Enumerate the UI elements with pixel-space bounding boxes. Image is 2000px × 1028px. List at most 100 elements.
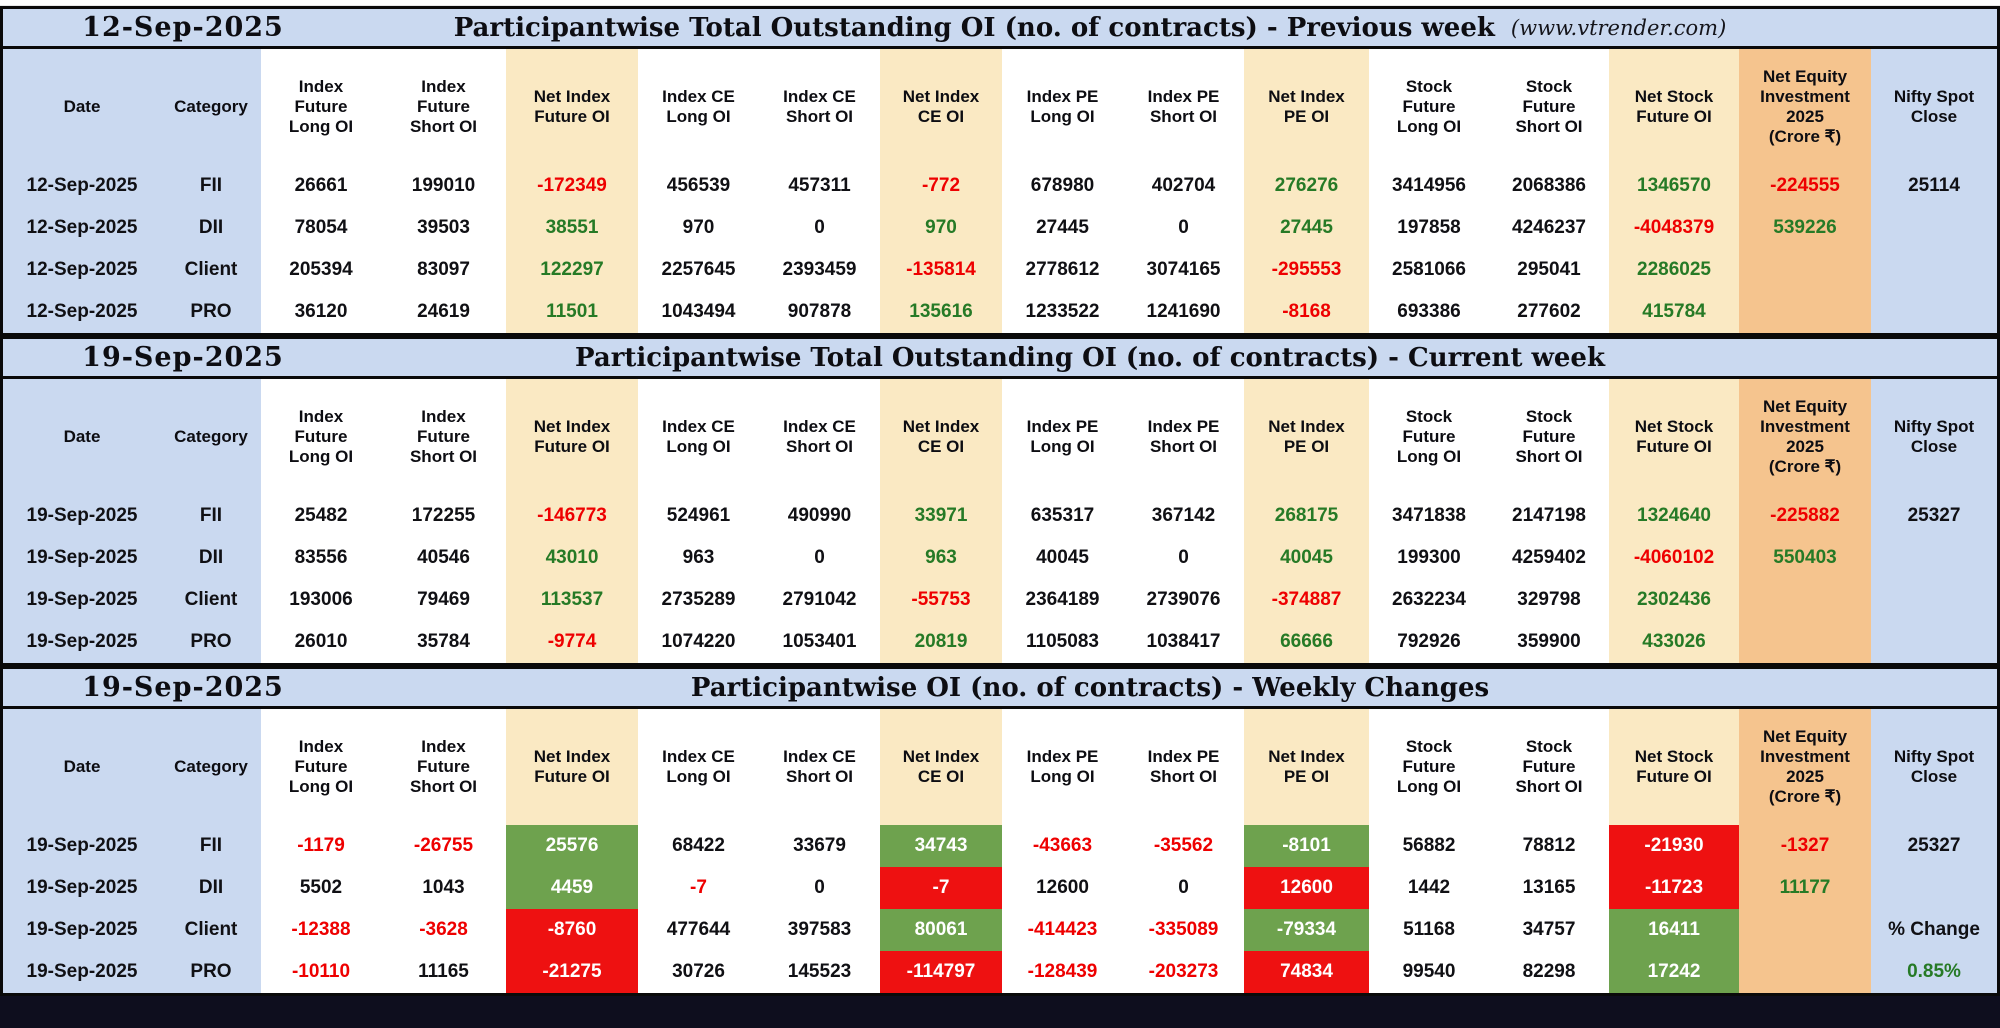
- data-cell: 35784: [381, 621, 506, 663]
- row-category-cell: PRO: [161, 291, 261, 333]
- data-cell: 2778612: [1002, 249, 1123, 291]
- data-cell: 402704: [1123, 165, 1244, 207]
- column-header: Stock Future Long OI: [1369, 709, 1489, 825]
- data-cell: 12600: [1244, 867, 1369, 909]
- data-cell: 12600: [1002, 867, 1123, 909]
- column-header: Index CE Long OI: [638, 49, 759, 165]
- data-cell: 359900: [1489, 621, 1609, 663]
- data-cell: [1739, 909, 1871, 951]
- data-cell: 78054: [261, 207, 381, 249]
- data-cell: 80061: [880, 909, 1002, 951]
- section-date: 19-Sep-2025: [82, 342, 284, 373]
- column-header: Net Index PE OI: [1244, 379, 1369, 495]
- data-cell: 199010: [381, 165, 506, 207]
- data-cell: 66666: [1244, 621, 1369, 663]
- data-cell: 277602: [1489, 291, 1609, 333]
- data-cell: -146773: [506, 495, 638, 537]
- oi-table-weekly-changes: Date Category Index Future Long OI Index Fu…: [3, 709, 1997, 993]
- data-cell: 1074220: [638, 621, 759, 663]
- data-cell: -1327: [1739, 825, 1871, 867]
- row-date-cell: 19-Sep-2025: [3, 867, 161, 909]
- column-header: Net Index PE OI: [1244, 709, 1369, 825]
- data-cell: 27445: [1002, 207, 1123, 249]
- data-cell: -35562: [1123, 825, 1244, 867]
- data-cell: 0: [759, 867, 880, 909]
- data-cell: 25482: [261, 495, 381, 537]
- row-category-cell: PRO: [161, 621, 261, 663]
- data-cell: 2147198: [1489, 495, 1609, 537]
- data-cell: 2791042: [759, 579, 880, 621]
- bottom-edge-bar: [0, 996, 2000, 1028]
- data-cell: -9774: [506, 621, 638, 663]
- data-cell: -12388: [261, 909, 381, 951]
- column-header: Net Index CE OI: [880, 379, 1002, 495]
- data-cell: 43010: [506, 537, 638, 579]
- column-header: Stock Future Short OI: [1489, 379, 1609, 495]
- column-header: Index CE Short OI: [759, 709, 880, 825]
- row-date-cell: 19-Sep-2025: [3, 951, 161, 993]
- data-cell: 36120: [261, 291, 381, 333]
- column-header: Net Stock Future OI: [1609, 379, 1739, 495]
- data-cell: 490990: [759, 495, 880, 537]
- data-cell: -55753: [880, 579, 1002, 621]
- data-cell: -135814: [880, 249, 1002, 291]
- data-cell: 135616: [880, 291, 1002, 333]
- column-header: Category: [161, 49, 261, 165]
- row-date-cell: 19-Sep-2025: [3, 621, 161, 663]
- data-cell: 11501: [506, 291, 638, 333]
- section-title-bar: 19-Sep-2025 Participantwise Total Outsta…: [3, 339, 1997, 379]
- data-cell: 2739076: [1123, 579, 1244, 621]
- data-cell: 678980: [1002, 165, 1123, 207]
- data-cell: 199300: [1369, 537, 1489, 579]
- column-header: Index PE Long OI: [1002, 709, 1123, 825]
- data-cell: -414423: [1002, 909, 1123, 951]
- row-date-cell: 12-Sep-2025: [3, 249, 161, 291]
- data-cell: -7: [880, 867, 1002, 909]
- column-header: Category: [161, 709, 261, 825]
- data-cell: [1871, 867, 1997, 909]
- data-cell: 4459: [506, 867, 638, 909]
- data-cell: 970: [638, 207, 759, 249]
- column-header: Index Future Long OI: [261, 49, 381, 165]
- data-cell: 329798: [1489, 579, 1609, 621]
- data-cell: 963: [880, 537, 1002, 579]
- column-header: Category: [161, 379, 261, 495]
- section-date: 19-Sep-2025: [82, 672, 284, 703]
- data-cell: 276276: [1244, 165, 1369, 207]
- column-header: Net Equity Investment 2025 (Crore ₹): [1739, 709, 1871, 825]
- data-cell: 2068386: [1489, 165, 1609, 207]
- column-header: Date: [3, 709, 161, 825]
- data-cell: -3628: [381, 909, 506, 951]
- column-header: Nifty Spot Close: [1871, 709, 1997, 825]
- column-header: Net Stock Future OI: [1609, 709, 1739, 825]
- watermark-url: (www.vtrender.com): [1510, 15, 1727, 40]
- section-title-wrap: Participantwise Total Outstanding OI (no…: [183, 9, 1997, 46]
- section-date: 12-Sep-2025: [82, 12, 284, 43]
- data-cell: 13165: [1489, 867, 1609, 909]
- data-cell: 1038417: [1123, 621, 1244, 663]
- column-header: Index Future Short OI: [381, 379, 506, 495]
- row-category-cell: DII: [161, 207, 261, 249]
- column-header: Nifty Spot Close: [1871, 49, 1997, 165]
- data-cell: 1324640: [1609, 495, 1739, 537]
- data-cell: -11723: [1609, 867, 1739, 909]
- column-header: Index PE Long OI: [1002, 49, 1123, 165]
- row-category-cell: FII: [161, 165, 261, 207]
- data-cell: 1346570: [1609, 165, 1739, 207]
- column-header: Index PE Short OI: [1123, 379, 1244, 495]
- data-cell: -8168: [1244, 291, 1369, 333]
- row-category-cell: PRO: [161, 951, 261, 993]
- data-cell: 3074165: [1123, 249, 1244, 291]
- data-cell: 433026: [1609, 621, 1739, 663]
- data-cell: 1053401: [759, 621, 880, 663]
- data-cell: [1739, 621, 1871, 663]
- row-date-cell: 19-Sep-2025: [3, 579, 161, 621]
- column-header: Net Index Future OI: [506, 379, 638, 495]
- data-cell: 26010: [261, 621, 381, 663]
- data-cell: 1233522: [1002, 291, 1123, 333]
- data-cell: 693386: [1369, 291, 1489, 333]
- data-cell: % Change: [1871, 909, 1997, 951]
- column-header: Net Equity Investment 2025 (Crore ₹): [1739, 379, 1871, 495]
- data-cell: 25114: [1871, 165, 1997, 207]
- data-cell: -1179: [261, 825, 381, 867]
